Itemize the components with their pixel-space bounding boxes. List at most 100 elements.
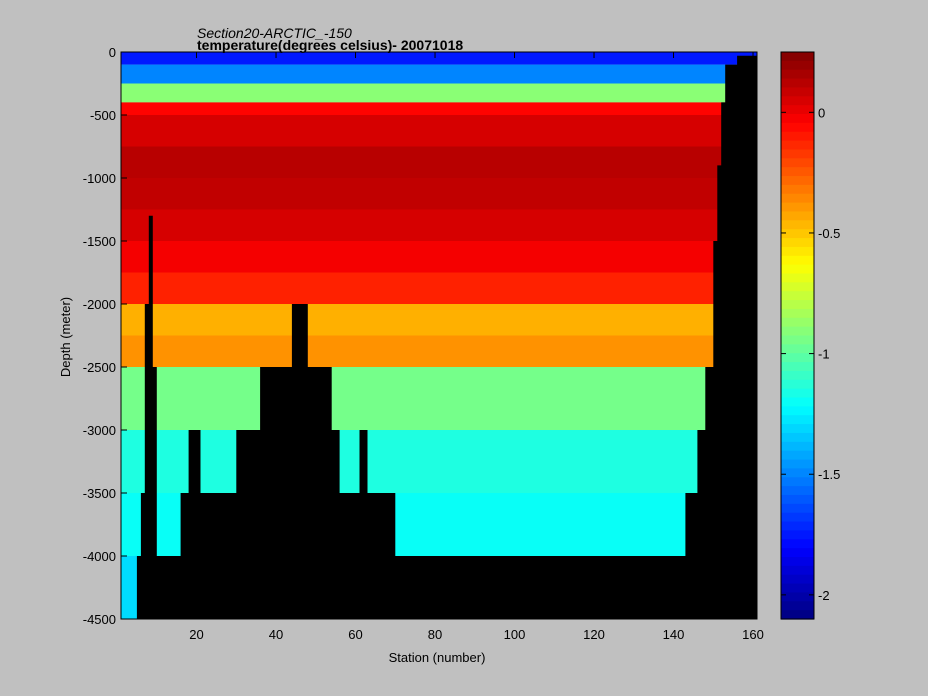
- colorbar-segment: [781, 211, 814, 221]
- data-layer: [121, 146, 757, 178]
- plot-frame: [120, 51, 758, 620]
- y-tick-label: -1000: [83, 171, 116, 186]
- x-tick-label: 80: [428, 627, 442, 642]
- y-tick-label: -4000: [83, 549, 116, 564]
- colorbar-segment: [781, 592, 814, 602]
- colorbar-segment: [781, 220, 814, 230]
- x-tick-label: 40: [269, 627, 283, 642]
- colorbar-segment: [781, 326, 814, 337]
- colorbar-segment: [781, 78, 814, 89]
- colorbar-segment: [781, 397, 814, 407]
- colorbar-segment: [781, 486, 814, 496]
- colorbar-segment: [781, 521, 814, 532]
- colorbar-segment: [781, 601, 814, 611]
- colorbar-segment: [781, 255, 814, 266]
- colorbar-segment: [781, 158, 814, 168]
- data-layer: [121, 241, 757, 273]
- colorbar-tick-label: -1: [818, 347, 830, 362]
- colorbar-segment: [781, 264, 814, 275]
- data-layer: [121, 367, 757, 430]
- colorbar-segment: [781, 344, 814, 354]
- data-layer: [121, 52, 757, 65]
- colorbar-segment: [781, 530, 814, 540]
- colorbar-segment: [781, 176, 814, 186]
- colorbar-tick-label: -0.5: [818, 226, 840, 241]
- colorbar-segment: [781, 432, 814, 443]
- colorbar-segment: [781, 167, 814, 177]
- colorbar-segment: [781, 131, 814, 142]
- x-tick-label: 120: [583, 627, 605, 642]
- colorbar-segment: [781, 441, 814, 452]
- data-layer: [121, 430, 757, 493]
- data-layer: [121, 83, 757, 103]
- colorbar-segment: [781, 300, 814, 310]
- y-axis-label: Depth (meter): [58, 297, 73, 377]
- colorbar-segment: [781, 406, 814, 416]
- colorbar-segment: [781, 114, 814, 124]
- colorbar-segment: [781, 370, 814, 381]
- data-layer: [121, 304, 757, 336]
- colorbar-segment: [781, 238, 814, 248]
- colorbar-segment: [781, 317, 814, 328]
- colorbar-segment: [781, 353, 814, 363]
- colorbar-segment: [781, 122, 814, 133]
- chart-subtitle: temperature(degrees celsius)- 20071018: [197, 37, 463, 53]
- colorbar-segment: [781, 229, 814, 239]
- colorbar-segment: [781, 335, 814, 345]
- colorbar-segment: [781, 246, 814, 257]
- colorbar-segment: [781, 273, 814, 283]
- colorbar-segment: [781, 308, 814, 319]
- colorbar-segment: [781, 415, 814, 425]
- colorbar-segment: [781, 539, 814, 549]
- colorbar-segment: [781, 202, 814, 213]
- colorbar-segment: [781, 556, 814, 567]
- colorbar-segment: [781, 282, 814, 292]
- colorbar-segment: [781, 494, 814, 505]
- colorbar-segment: [781, 450, 814, 461]
- colorbar-segment: [781, 565, 814, 576]
- colorbar-segment: [781, 291, 814, 301]
- x-tick-label: 60: [348, 627, 362, 642]
- y-tick-label: 0: [109, 45, 116, 60]
- seafloor-mask: [121, 52, 757, 619]
- y-tick-label: -3000: [83, 423, 116, 438]
- colorbar-segment: [781, 388, 814, 399]
- y-tick-label: -2500: [83, 360, 116, 375]
- colorbar-segment: [781, 583, 814, 594]
- colorbar-tick-label: -1.5: [818, 467, 840, 482]
- data-layer: [121, 178, 757, 210]
- colorbar-segment: [781, 379, 814, 390]
- chart-title: Section20-ARCTIC_-150: [197, 25, 352, 41]
- colorbar-segment: [781, 184, 814, 195]
- colorbar-segment: [781, 362, 814, 372]
- data-layer: [121, 209, 757, 241]
- colorbar-segment: [781, 468, 814, 478]
- x-tick-label: 160: [742, 627, 764, 642]
- x-axis-label: Station (number): [389, 650, 486, 665]
- colorbar-frame: [780, 51, 815, 620]
- y-tick-label: -2000: [83, 297, 116, 312]
- data-layer: [121, 335, 757, 367]
- y-axis: 0 -500 -1000 -1500 -2000 -2500 -3000 -3500 -4000…: [83, 45, 757, 627]
- colorbar-segment: [781, 512, 814, 523]
- colorbar-segment: [781, 548, 814, 558]
- colorbar-segment: [781, 193, 814, 204]
- colorbar-segment: [781, 574, 814, 585]
- colorbar-axis: 0 -0.5 -1 -1.5 -2: [781, 105, 840, 603]
- colorbar-segment: [781, 424, 814, 434]
- colorbar-segment: [781, 60, 814, 71]
- colorbar-tick-label: 0: [818, 105, 825, 120]
- bathymetry-mask: [121, 52, 757, 619]
- colorbar-segment: [781, 140, 814, 151]
- y-tick-label: -1500: [83, 234, 116, 249]
- colorbar-tick-label: -2: [818, 588, 830, 603]
- data-layer: [121, 64, 757, 84]
- colorbar-segment: [781, 105, 814, 115]
- x-tick-label: 20: [189, 627, 203, 642]
- colorbar-segment: [781, 503, 814, 514]
- colorbar-segment: [781, 96, 814, 106]
- colorbar-segment: [781, 69, 814, 80]
- colorbar-segment: [781, 459, 814, 469]
- y-tick-label: -4500: [83, 612, 116, 627]
